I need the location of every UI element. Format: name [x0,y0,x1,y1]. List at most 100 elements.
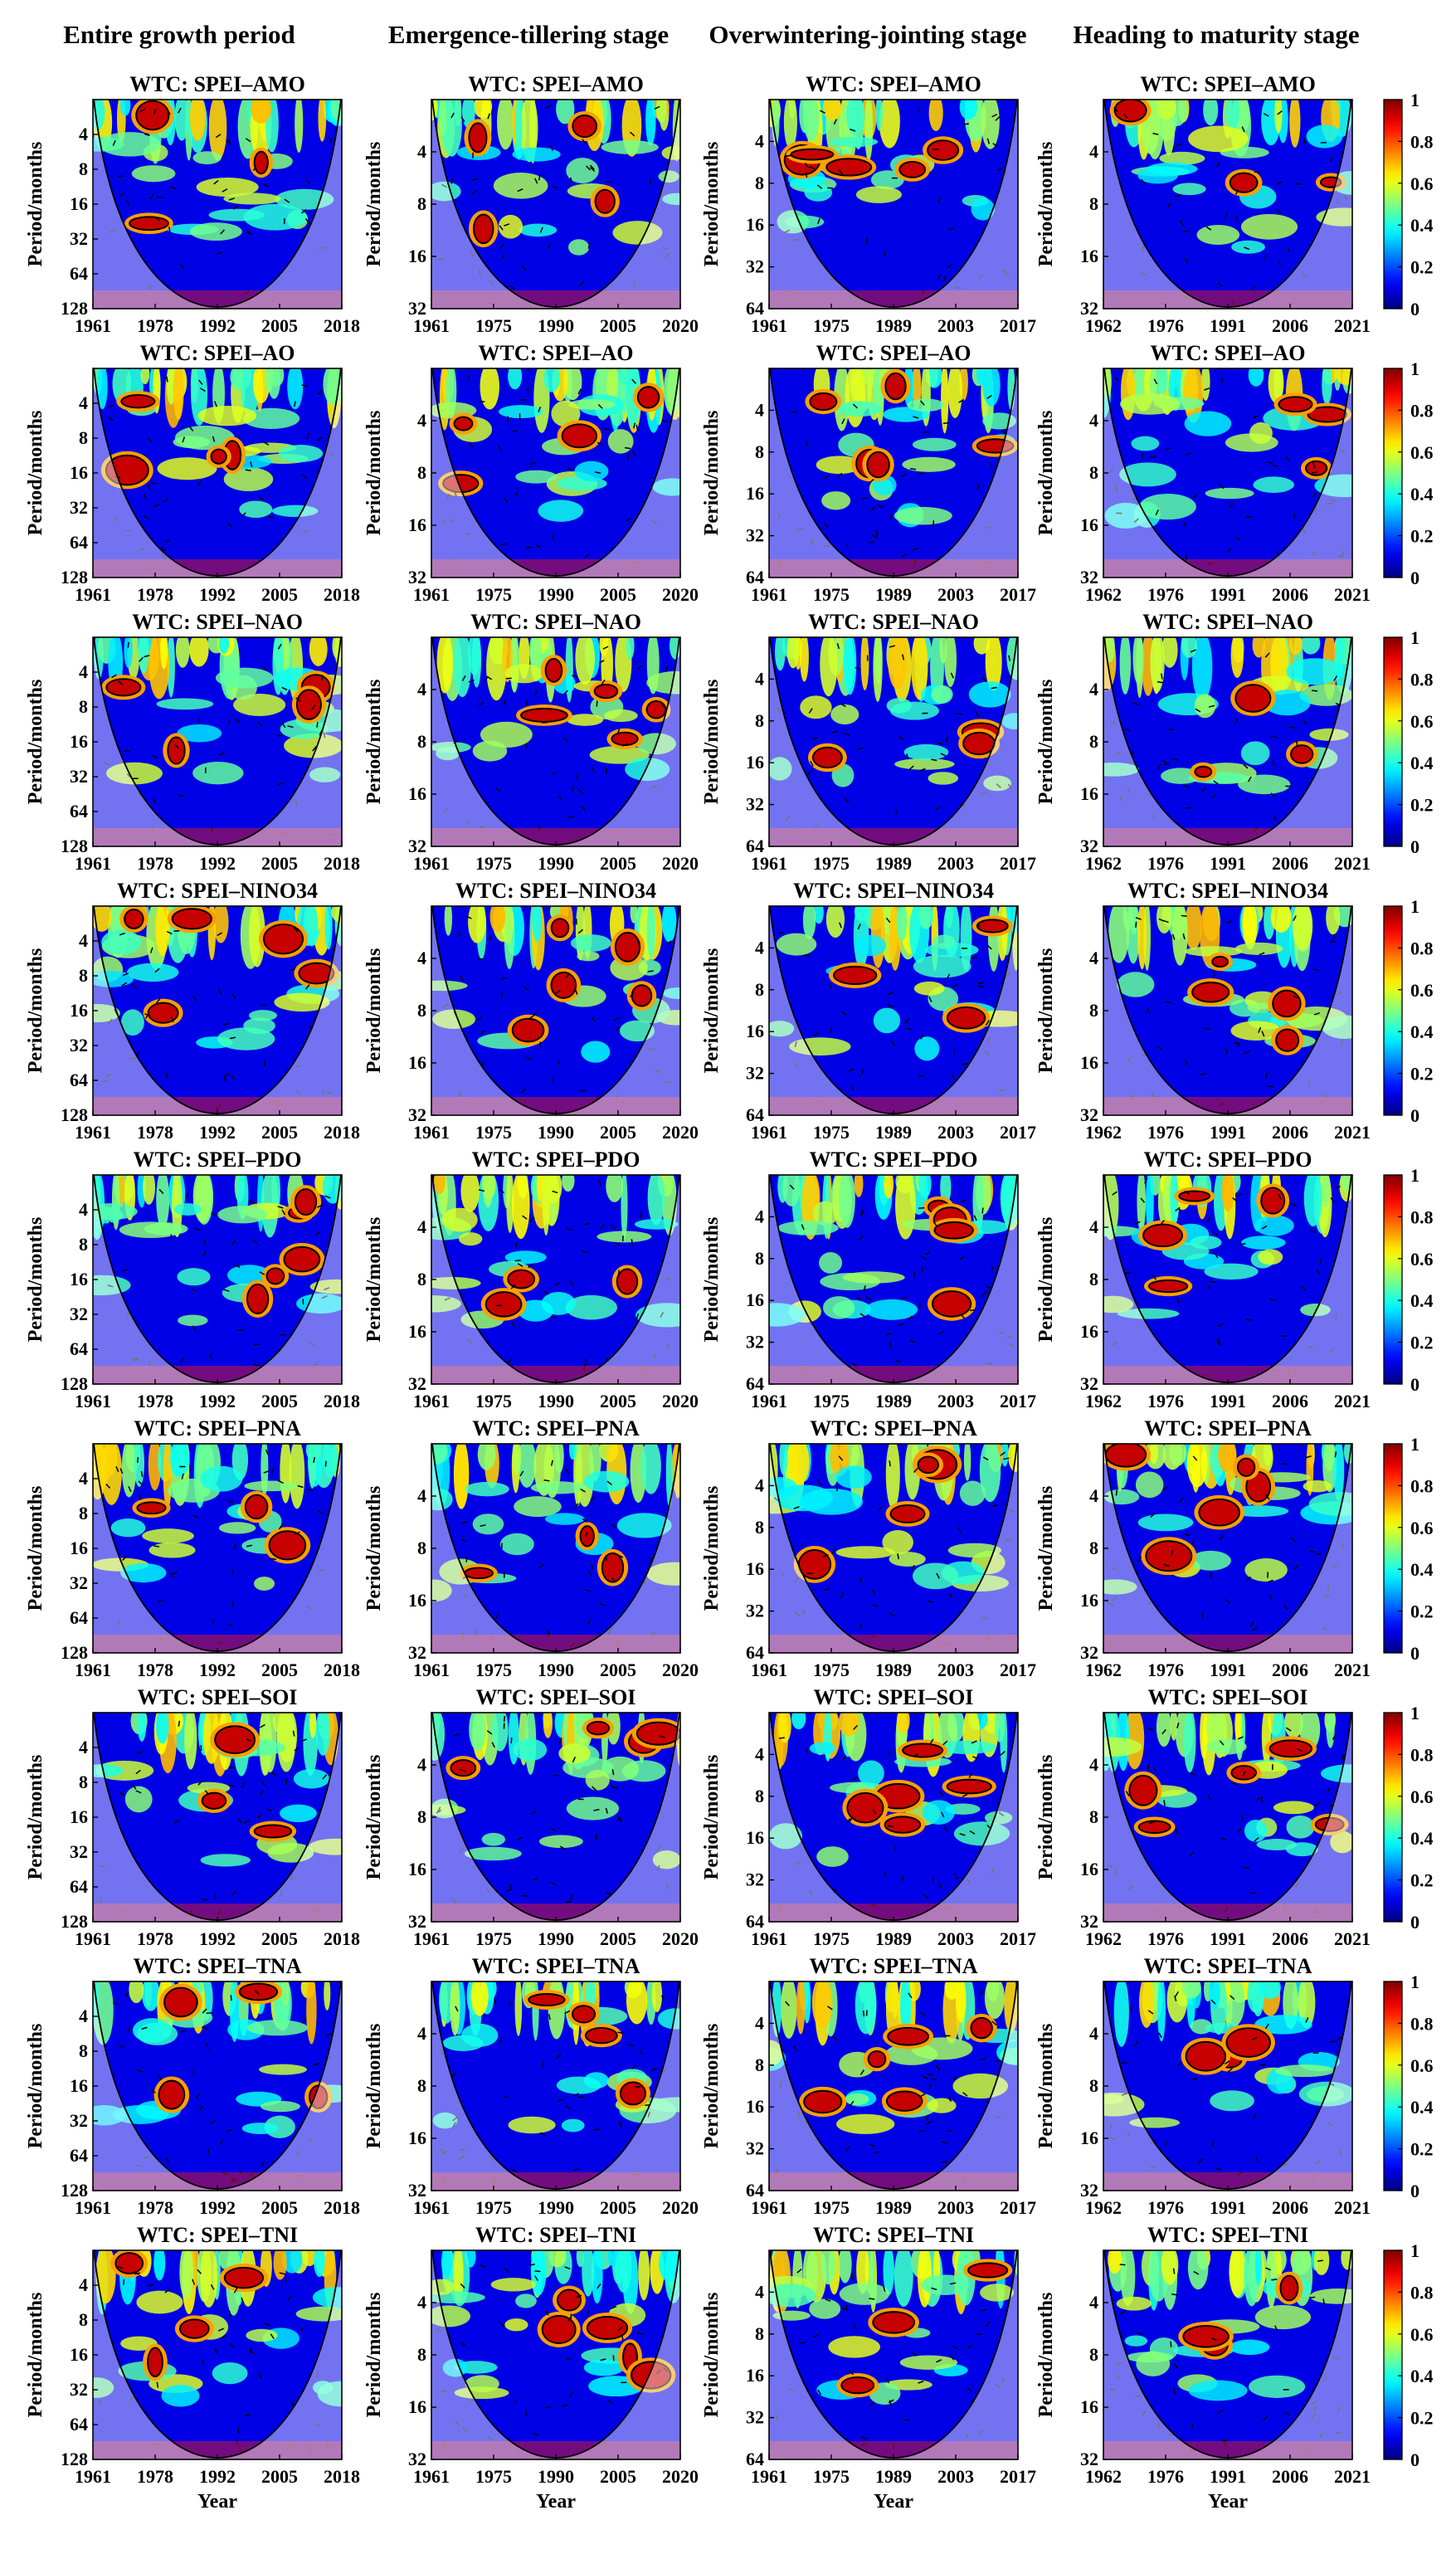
significant-region [962,731,996,756]
phase-arrow [985,1020,990,1026]
phase-arrow [976,2332,982,2335]
panel-title: WTC: SPEI–TNI [475,2223,636,2247]
phase-arrow [499,1188,504,1194]
phase-arrow [1172,2268,1176,2274]
coherence-blob [498,214,523,239]
phase-arrow [1273,2325,1278,2332]
panel-title: WTC: SPEI–SOI [814,1685,974,1709]
coherence-blob [161,2385,200,2407]
phase-arrow [665,253,670,259]
phase-arrow [322,1089,325,1095]
phase-arrow [816,1099,820,1107]
phase-arrow [584,1358,587,1365]
x-tick-label: 2003 [937,2197,974,2218]
phase-arrow [478,270,481,276]
x-tick-label: 2018 [324,1391,360,1411]
phase-arrow [170,1016,174,1023]
y-tick-label: 8 [79,965,88,986]
coherence-streak [563,368,582,401]
phase-arrow [441,2175,445,2182]
coherence-blob [192,761,244,785]
phase-arrow [1182,933,1186,940]
colorbar-tick-label: 0.2 [1410,1064,1434,1085]
coherence-blob [1240,741,1270,766]
coherence-blob [1188,2380,1248,2401]
phase-arrow [960,1199,967,1202]
phase-arrow [244,290,250,295]
coherence-streak [665,1444,673,1509]
phase-arrow [149,193,154,200]
coherence-blob [1139,493,1196,520]
phase-arrow [1215,162,1220,168]
phase-arrow [108,416,114,422]
coherence-streak [874,637,883,685]
phase-arrow [551,185,558,189]
phase-arrow [1285,456,1290,462]
phase-arrow [1285,1727,1292,1732]
phase-arrow [572,785,575,792]
phase-arrow [494,787,501,792]
x-tick-label: 1961 [413,2197,450,2218]
phase-arrow [1272,465,1278,467]
x-tick-label: 1975 [475,2466,512,2487]
phase-arrow [522,1215,528,1220]
phase-arrow [202,2359,205,2366]
y-tick-label: 4 [755,130,764,151]
x-tick-label: 1978 [137,584,173,605]
phase-arrow [835,1485,839,1492]
coherence-blob [132,2018,173,2043]
coherence-streak [170,1444,190,1478]
panel-title: WTC: SPEI–NAO [1142,610,1313,634]
coherence-streak [1274,100,1283,134]
phase-arrow [794,1041,797,1048]
coherence-streak [506,1175,514,1233]
phase-arrow [946,973,951,980]
phase-arrow [918,1206,925,1210]
colorbar-tick-label: 0.8 [1410,1475,1434,1496]
phase-arrow [1244,1318,1252,1321]
phase-arrow [534,2275,539,2281]
phase-arrow [511,2168,518,2172]
y-tick-label: 4 [417,1216,426,1237]
phase-arrow [1261,1031,1265,1037]
phase-arrow [800,1366,806,1371]
coherence-streak [1226,100,1239,130]
phase-arrow [509,285,515,290]
phase-arrow [937,273,941,280]
x-tick-label: 2020 [662,584,699,605]
phase-arrow [487,2435,494,2440]
phase-arrow [297,2174,303,2180]
phase-arrow [1327,2122,1333,2127]
phase-arrow [132,1784,137,1790]
phase-arrow [256,1813,261,1820]
phase-arrow [1264,254,1267,261]
phase-arrow [543,1479,550,1482]
coherence-streak [1313,2250,1330,2276]
cone-of-influence-shade [769,2250,1018,2459]
coherence-blob [912,1562,959,1590]
phase-arrow [436,1809,442,1814]
significant-region [1278,396,1313,413]
phase-arrow [550,1460,553,1466]
phase-arrow [656,1864,660,1871]
coherence-blob [308,1838,342,1855]
phase-arrow [928,2084,932,2090]
phase-arrow [133,1358,139,1362]
phase-arrow [587,1570,592,1577]
coherence-blob [769,1303,806,1327]
y-axis-label: Period/months [25,2293,46,2418]
phase-arrow [1206,1216,1212,1222]
coherence-blob [1248,2375,1306,2398]
phase-arrow [651,784,658,788]
x-tick-label: 1989 [875,2197,912,2218]
y-tick-label: 16 [408,1859,426,1879]
phase-arrow [1171,146,1175,153]
y-tick-label: 8 [79,1234,88,1255]
phase-arrow [254,1989,260,1995]
phase-arrow [860,2443,867,2446]
panel-title: WTC: SPEI–SOI [1148,1685,1308,1709]
phase-arrow [1237,2171,1244,2176]
panel-title: WTC: SPEI–TNA [472,1954,640,1978]
coherence-streak [289,1444,305,1509]
